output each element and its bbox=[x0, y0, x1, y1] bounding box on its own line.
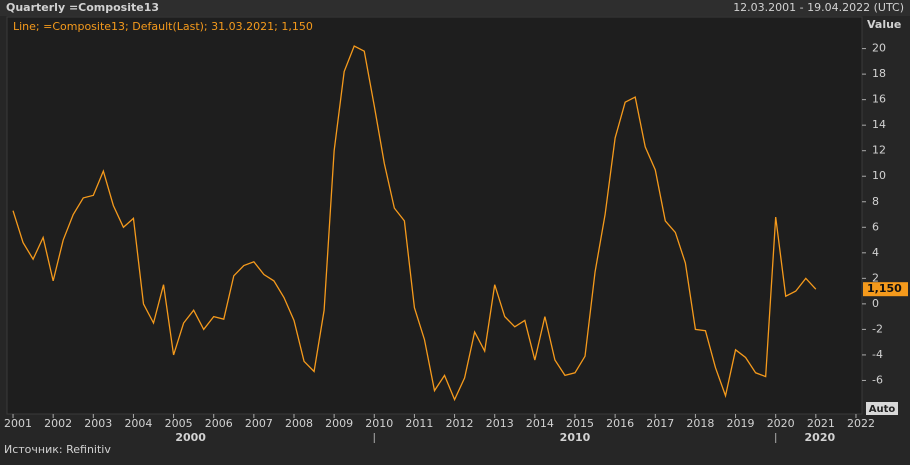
y-tick-label: 18 bbox=[872, 67, 886, 80]
x-tick-label: 2020 bbox=[767, 417, 795, 430]
decade-label: 2000 bbox=[175, 431, 206, 444]
x-tick-label: 2010 bbox=[365, 417, 393, 430]
last-value-label: 1,150 bbox=[867, 282, 902, 295]
y-tick-label: 8 bbox=[872, 195, 879, 208]
title-bar bbox=[0, 0, 910, 16]
x-tick-label: 2006 bbox=[205, 417, 233, 430]
y-tick-label: 16 bbox=[872, 93, 886, 106]
x-tick-label: 2007 bbox=[245, 417, 273, 430]
date-range: 12.03.2001 - 19.04.2022 (UTC) bbox=[733, 1, 904, 14]
y-tick-label: -2 bbox=[872, 322, 883, 335]
auto-button[interactable] bbox=[866, 402, 898, 415]
y-tick-label: 10 bbox=[872, 169, 886, 182]
x-tick-label: 2004 bbox=[124, 417, 152, 430]
y-tick-label: 14 bbox=[872, 118, 886, 131]
x-tick-label: 2014 bbox=[526, 417, 554, 430]
y-tick-label: 20 bbox=[872, 42, 886, 55]
y-tick-label: 2 bbox=[872, 271, 879, 284]
legend: Line; =Composite13; Default(Last); 31.03… bbox=[13, 20, 313, 33]
last-value-box bbox=[863, 282, 908, 297]
x-tick-label: 2018 bbox=[686, 417, 714, 430]
x-tick-label: 2003 bbox=[84, 417, 112, 430]
y-tick-label: 0 bbox=[872, 297, 879, 310]
x-tick-label: 2008 bbox=[285, 417, 313, 430]
x-tick-label: 2016 bbox=[606, 417, 634, 430]
x-tick-label: 2017 bbox=[646, 417, 674, 430]
x-tick-label: 2002 bbox=[44, 417, 72, 430]
chart-title: Quarterly =Composite13 bbox=[6, 1, 159, 14]
x-tick-label: 2019 bbox=[727, 417, 755, 430]
y-tick-label: 4 bbox=[872, 246, 879, 259]
x-tick-label: 2012 bbox=[446, 417, 474, 430]
decade-label: 2010 bbox=[560, 431, 591, 444]
y-tick-label: 6 bbox=[872, 220, 879, 233]
x-tick-label: 2001 bbox=[4, 417, 32, 430]
source: Источник: Refinitiv bbox=[4, 443, 111, 456]
x-tick-label: 2013 bbox=[486, 417, 514, 430]
y-tick-label: -6 bbox=[872, 373, 883, 386]
x-tick-label: 2009 bbox=[325, 417, 353, 430]
x-tick-label: 2011 bbox=[405, 417, 433, 430]
x-tick-label: 2015 bbox=[566, 417, 594, 430]
x-tick-label: 2022 bbox=[847, 417, 875, 430]
auto-button-label[interactable]: Auto bbox=[869, 404, 896, 415]
decade-label: 2020 bbox=[805, 431, 836, 444]
y-tick-label: -4 bbox=[872, 348, 883, 361]
y-tick-label: 12 bbox=[872, 144, 886, 157]
plot-area bbox=[6, 16, 863, 415]
x-tick-label: 2005 bbox=[165, 417, 193, 430]
x-tick-label: 2021 bbox=[807, 417, 835, 430]
y-axis-label: Value bbox=[867, 18, 901, 31]
series-line bbox=[12, 45, 817, 402]
